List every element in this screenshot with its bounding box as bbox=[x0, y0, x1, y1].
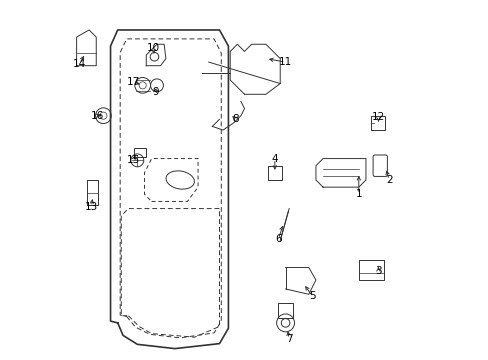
Text: 2: 2 bbox=[385, 175, 392, 185]
Text: 8: 8 bbox=[232, 114, 239, 124]
Bar bbox=[134, 148, 146, 157]
Text: 10: 10 bbox=[146, 43, 160, 53]
Text: 5: 5 bbox=[308, 291, 315, 301]
Bar bbox=[358, 260, 383, 280]
Text: 15: 15 bbox=[126, 156, 140, 165]
Text: 16: 16 bbox=[90, 111, 104, 121]
Bar bbox=[267, 166, 282, 180]
Text: 7: 7 bbox=[285, 334, 292, 344]
Text: 9: 9 bbox=[152, 87, 158, 98]
Text: 4: 4 bbox=[271, 154, 278, 163]
Text: 1: 1 bbox=[355, 189, 362, 199]
Text: 14: 14 bbox=[73, 59, 86, 69]
Text: 12: 12 bbox=[371, 112, 384, 122]
Text: 17: 17 bbox=[126, 77, 140, 87]
Bar bbox=[278, 303, 292, 318]
Text: 11: 11 bbox=[278, 57, 292, 67]
Bar bbox=[370, 116, 384, 130]
Text: 6: 6 bbox=[275, 234, 281, 244]
Text: 13: 13 bbox=[85, 202, 98, 212]
Text: 3: 3 bbox=[374, 266, 381, 276]
